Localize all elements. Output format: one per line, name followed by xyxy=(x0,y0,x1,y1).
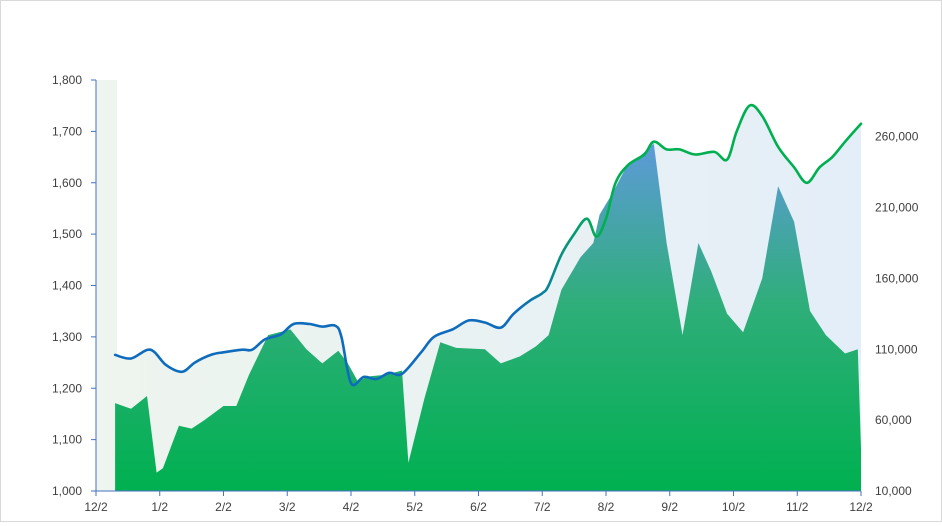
x-tick-label: 12/2 xyxy=(84,500,108,514)
right-tick-label: 160,000 xyxy=(875,271,919,285)
left-tick-label: 1,400 xyxy=(52,279,82,293)
left-tick-label: 1,700 xyxy=(52,124,82,138)
left-tick-label: 1,300 xyxy=(52,330,82,344)
volume-area xyxy=(115,143,862,492)
right-tick-label: 10,000 xyxy=(875,484,912,498)
price-line xyxy=(113,103,863,387)
right-tick-label: 210,000 xyxy=(875,201,919,215)
left-shaded-band xyxy=(96,80,117,491)
right-tick-label: 260,000 xyxy=(875,130,919,144)
x-tick-label: 10/2 xyxy=(722,500,746,514)
right-tick-label: 110,000 xyxy=(875,342,918,356)
x-tick-label: 3/2 xyxy=(279,500,296,514)
x-tick-label: 6/2 xyxy=(470,500,487,514)
x-tick-label: 7/2 xyxy=(534,500,551,514)
x-tick-label: 4/2 xyxy=(343,500,360,514)
x-tick-label: 9/2 xyxy=(661,500,678,514)
left-tick-label: 1,100 xyxy=(52,433,82,447)
left-tick-label: 1,800 xyxy=(52,73,82,87)
x-tick-label: 11/2 xyxy=(786,500,809,514)
left-tick-label: 1,200 xyxy=(52,381,82,395)
left-tick-label: 1,600 xyxy=(52,176,82,190)
left-tick-label: 1,500 xyxy=(52,227,82,241)
x-tick-label: 8/2 xyxy=(598,500,615,514)
x-tick-label: 1/2 xyxy=(151,500,168,514)
right-tick-label: 60,000 xyxy=(875,413,912,427)
x-tick-label: 12/2 xyxy=(849,500,873,514)
x-tick-label: 5/2 xyxy=(406,500,423,514)
left-tick-label: 1,000 xyxy=(52,484,82,498)
x-tick-label: 2/2 xyxy=(215,500,232,514)
